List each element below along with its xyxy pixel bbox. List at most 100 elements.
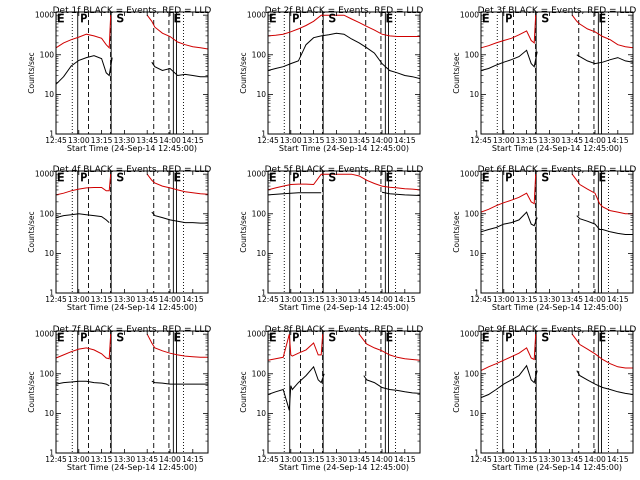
lld-series-line [267,173,421,191]
events-series-line [55,211,208,224]
events-series-line [267,365,421,411]
y-tick-label: 1000 [35,170,54,179]
x-tick-label: 13:15 [303,136,325,145]
x-tick-label: 13:45 [136,455,158,464]
x-tick-label: 14:00 [371,136,393,145]
y-tick-label: 1000 [247,11,266,20]
segment-marker-e: E [174,331,181,344]
x-tick-label: 14:00 [584,455,606,464]
x-tick-label: 13:30 [326,136,348,145]
y-tick-label: 1 [261,289,266,298]
y-tick-label: 1000 [460,11,479,20]
x-tick-label: 13:15 [516,295,538,304]
y-axis-label: Counts/sec [27,371,36,412]
y-axis-label: Counts/sec [239,211,248,252]
x-tick-label: 14:15 [394,136,416,145]
x-axis-label: Start Time (24-Sep-14 12:45:00) [67,144,197,153]
segment-marker-p: P [80,331,87,344]
x-tick-label: 12:45 [45,136,67,145]
panel-title: Det 1f BLACK = Events, RED = LLD [53,6,212,16]
plot-frame [55,170,209,294]
segment-marker-s: S [542,12,549,25]
x-tick-label: 14:15 [182,455,204,464]
segment-marker-p: P [80,12,87,25]
events-series-line [480,364,634,399]
segment-marker-s: S [542,331,549,344]
x-tick-label: 13:30 [114,136,136,145]
y-axis-label: Counts/sec [239,371,248,412]
panel-title: Det 3f BLACK = Events, RED = LLD [478,6,637,16]
segment-marker-s: S [329,331,336,344]
x-tick-label: 14:15 [182,136,204,145]
plot-frame [267,11,421,135]
events-series-line [267,191,421,196]
x-tick-label: 14:00 [159,295,181,304]
x-tick-label: 13:00 [280,136,302,145]
y-axis-label: Counts/sec [27,211,36,252]
panel-title: Det 8f BLACK = Events, RED = LLD [265,325,424,335]
segment-marker-e: E [386,331,393,344]
x-tick-label: 13:45 [561,455,583,464]
y-tick-label: 10 [44,409,54,418]
y-tick-label: 1000 [35,330,54,339]
panel-title: Det 6f BLACK = Events, RED = LLD [478,165,637,175]
x-tick-label: 13:00 [493,295,515,304]
segment-marker-e: E [386,171,393,184]
x-tick-label: 12:45 [257,136,279,145]
segment-marker-e: E [482,331,489,344]
y-tick-label: 1000 [247,170,266,179]
lld-series-line [480,173,633,215]
x-tick-label: 13:15 [303,295,325,304]
y-tick-label: 10 [44,90,54,99]
segment-marker-s: S [329,171,336,184]
lld-series-line [55,333,208,360]
y-tick-label: 100 [465,369,480,378]
y-tick-label: 100 [252,50,267,59]
y-tick-label: 100 [40,209,55,218]
x-tick-label: 13:15 [303,455,325,464]
x-tick-label: 13:00 [280,455,302,464]
x-tick-label: 12:45 [470,295,492,304]
y-tick-label: 1000 [460,330,479,339]
x-tick-label: 13:00 [68,455,90,464]
events-series-line [480,49,634,71]
x-tick-label: 13:30 [539,455,561,464]
segment-marker-e: E [386,12,393,25]
x-tick-label: 12:45 [257,295,279,304]
x-axis-label: Start Time (24-Sep-14 12:45:00) [279,463,409,472]
x-tick-label: 13:45 [348,455,370,464]
segment-marker-e: E [174,12,181,25]
segment-marker-e: E [599,12,606,25]
y-tick-label: 100 [252,209,267,218]
y-tick-label: 100 [40,369,55,378]
segment-marker-e: E [482,12,489,25]
segment-marker-e: E [269,331,276,344]
segment-marker-p: P [292,331,299,344]
lld-series-line [55,173,209,196]
x-tick-label: 14:15 [607,455,629,464]
x-tick-label: 13:30 [539,136,561,145]
y-tick-label: 1000 [460,170,479,179]
segment-marker-p: P [80,171,87,184]
y-tick-label: 1 [49,130,54,139]
y-tick-label: 1000 [35,11,54,20]
x-tick-label: 13:00 [68,136,90,145]
x-tick-label: 13:00 [493,455,515,464]
x-tick-label: 14:00 [159,136,181,145]
lld-series-line [55,14,209,50]
segment-marker-e: E [599,171,606,184]
x-tick-label: 12:45 [470,455,492,464]
plot-frame [55,11,209,135]
y-axis-label: Counts/sec [452,211,461,252]
events-series-line [267,32,421,80]
events-series-line [55,55,208,85]
segment-marker-p: P [505,171,512,184]
segment-marker-s: S [117,12,124,25]
y-tick-label: 100 [252,369,267,378]
segment-marker-e: E [57,331,64,344]
y-tick-label: 10 [256,90,266,99]
segment-marker-p: P [505,331,512,344]
